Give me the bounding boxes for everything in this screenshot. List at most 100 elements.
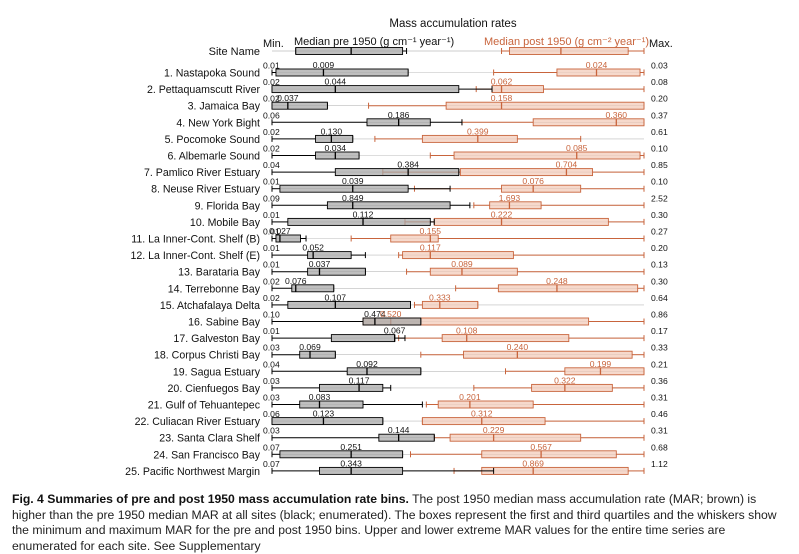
site-name: 23. Santa Clara Shelf bbox=[159, 433, 260, 445]
post-1950-box bbox=[531, 383, 613, 392]
post-1950-box bbox=[501, 184, 582, 193]
post-1950-box bbox=[441, 334, 570, 343]
site-max-label: 0.31 bbox=[651, 393, 668, 403]
site-name: 7. Pamlico River Estuary bbox=[144, 167, 261, 179]
pre-median-label: 0.037 bbox=[277, 93, 299, 103]
site-name: 8. Neuse River Estuary bbox=[151, 184, 261, 196]
site-min-label: 0.02 bbox=[263, 276, 280, 286]
post-1950-box bbox=[421, 134, 518, 143]
site-name: 12. La Inner-Cont. Shelf (E) bbox=[130, 250, 260, 262]
pre-1950-box bbox=[346, 367, 422, 376]
pre-median-label: 0.251 bbox=[340, 442, 362, 452]
site-name: 21. Gulf of Tehuantepec bbox=[148, 400, 261, 412]
site-name: 1. Nastapoka Sound bbox=[164, 68, 260, 80]
site-max-label: 0.86 bbox=[651, 310, 668, 320]
site-name: 15. Atchafalaya Delta bbox=[160, 300, 260, 312]
site-name: 19. Sagua Estuary bbox=[173, 366, 261, 378]
site-row-12: 12. La Inner-Cont. Shelf (E)0.01 0.20 0.05… bbox=[130, 243, 667, 263]
site-max-label: 1.12 bbox=[651, 459, 668, 469]
site-max-label: 0.31 bbox=[651, 426, 668, 436]
site-min-label: 0.03 bbox=[263, 343, 280, 353]
pre-1950-box bbox=[287, 217, 431, 226]
site-name: 25. Pacific Northwest Margin bbox=[125, 466, 260, 478]
site-name: 6. Albemarle Sound bbox=[168, 151, 261, 163]
site-min-label: 0.02 bbox=[263, 127, 280, 137]
post-1950-box bbox=[429, 267, 518, 276]
pre-median-label: 0.123 bbox=[313, 409, 335, 419]
site-min-label: 0.02 bbox=[263, 94, 280, 104]
site-min-label: 0.02 bbox=[263, 144, 280, 154]
pre-1950-box bbox=[334, 168, 460, 177]
post-1950-box bbox=[481, 466, 629, 475]
site-name: 11. La Inner-Cont. Shelf (B) bbox=[131, 234, 260, 246]
post-median-label: 0.399 bbox=[467, 126, 489, 136]
site-name: 9. Florida Bay bbox=[195, 200, 261, 212]
post-1950-box bbox=[459, 168, 594, 177]
pre-median-label: 0.027 bbox=[269, 226, 291, 236]
post-median-label: 0.240 bbox=[507, 342, 529, 352]
site-name: 18. Corpus Christi Bay bbox=[154, 350, 261, 362]
chart-title: Mass accumulation rates bbox=[389, 18, 516, 30]
caption-title: Fig. 4 Summaries of pre and post 1950 ma… bbox=[12, 492, 409, 506]
site-min-label: 0.01 bbox=[263, 210, 280, 220]
pre-1950-box bbox=[319, 383, 384, 392]
site-name: 4. New York Bight bbox=[176, 117, 260, 129]
post-median-label: 0.333 bbox=[429, 292, 451, 302]
post-median-label: 0.024 bbox=[586, 60, 608, 70]
post-1950-box bbox=[453, 151, 641, 160]
pre-1950-box bbox=[271, 417, 384, 426]
post-1950-box bbox=[449, 433, 582, 442]
post-1950-box bbox=[421, 417, 546, 426]
site-max-label: 0.17 bbox=[651, 326, 668, 336]
site-max-label: 0.36 bbox=[651, 376, 668, 386]
site-min-label: 0.09 bbox=[263, 193, 280, 203]
site-min-label: 0.02 bbox=[263, 77, 280, 87]
pre-1950-box bbox=[315, 134, 354, 143]
pre-1950-box bbox=[299, 350, 336, 359]
post-median-label: 0.085 bbox=[566, 143, 588, 153]
post-median-label: 0.076 bbox=[522, 176, 544, 186]
pre-1950-box bbox=[275, 234, 301, 243]
post-1950-box bbox=[437, 400, 534, 409]
site-max-label: 0.21 bbox=[651, 359, 668, 369]
site-max-label: 0.33 bbox=[651, 343, 668, 353]
site-name: 16. Sabine Bay bbox=[188, 317, 261, 329]
site-min-label: 0.03 bbox=[263, 426, 280, 436]
mar-boxplot-chart: Mass accumulation rates Site Name Min. M… bbox=[125, 18, 673, 478]
post-1950-box bbox=[564, 367, 645, 376]
post-1950-box bbox=[402, 251, 514, 260]
pre-median-label: 0.130 bbox=[321, 126, 343, 136]
site-name: 13. Barataria Bay bbox=[178, 267, 261, 279]
post-median-label: 0.322 bbox=[554, 375, 576, 385]
pre-median-label: 0.067 bbox=[384, 326, 406, 336]
post-1950-box bbox=[421, 300, 479, 309]
site-min-label: 0.04 bbox=[263, 160, 280, 170]
pre-median-label: 0.009 bbox=[313, 60, 335, 70]
pre-1950-box bbox=[287, 300, 411, 309]
site-max-label: 0.27 bbox=[651, 227, 668, 237]
site-name: 20. Cienfuegos Bay bbox=[168, 383, 261, 395]
pre-median-label: 0.144 bbox=[388, 425, 410, 435]
site-min-label: 0.04 bbox=[263, 359, 280, 369]
site-min-label: 0.07 bbox=[263, 442, 280, 452]
post-median-label: 0.155 bbox=[420, 226, 442, 236]
pre-1950-box bbox=[271, 85, 460, 94]
legend-pre-box bbox=[295, 47, 404, 55]
pre-median-label: 0.083 bbox=[309, 392, 331, 402]
pre-1950-box bbox=[362, 317, 422, 326]
post-median-label: 0.229 bbox=[483, 425, 505, 435]
pre-median-label: 0.052 bbox=[302, 243, 324, 253]
post-1950-box bbox=[489, 201, 542, 210]
pre-median-label: 0.092 bbox=[356, 359, 378, 369]
post-median-label: 0.312 bbox=[471, 409, 493, 419]
